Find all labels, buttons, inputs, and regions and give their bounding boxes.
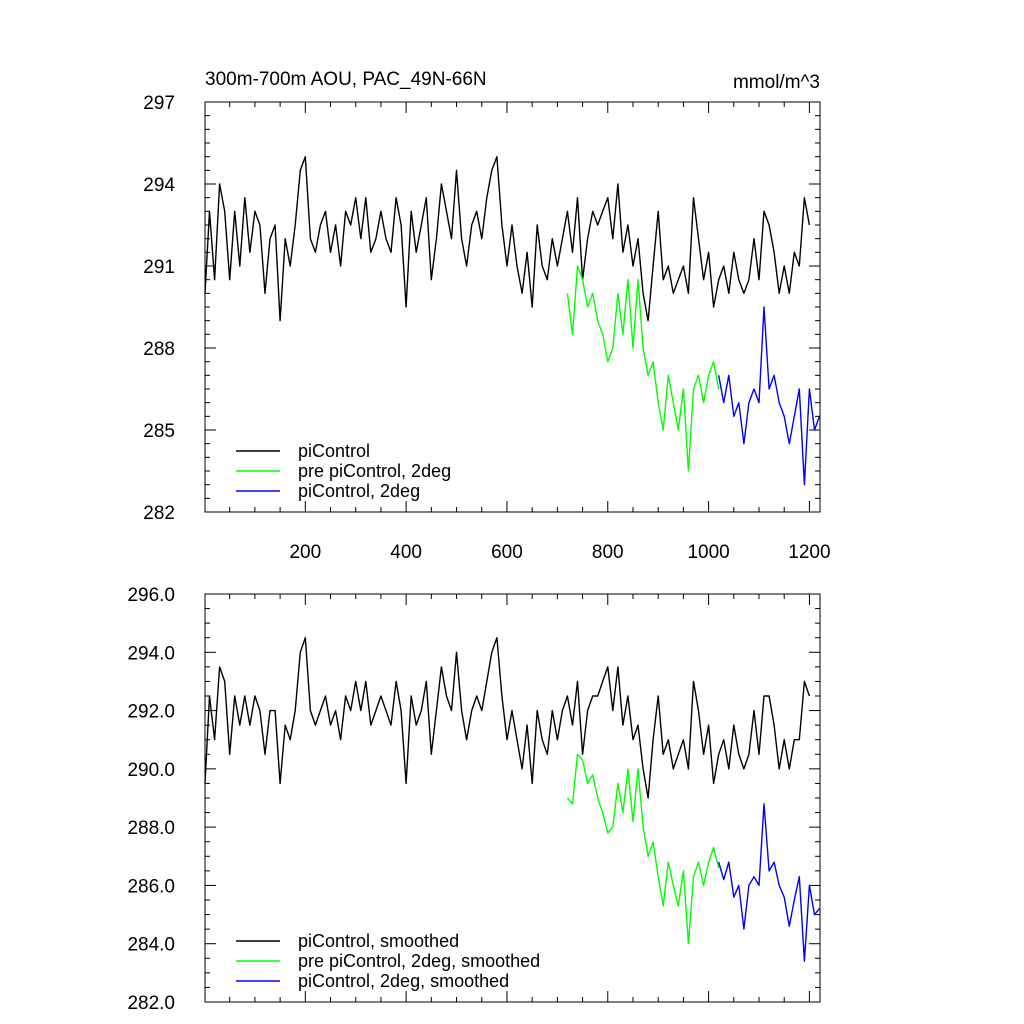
- series-line-1: [204, 155, 811, 322]
- chart-title: 300m-700m AOU, PAC_49N-66N: [205, 69, 487, 90]
- y-tick-label: 285: [143, 421, 175, 442]
- y-tick-label: 282.0: [127, 993, 175, 1014]
- y-tick-label: 288: [143, 339, 175, 360]
- x-tick-label: 1000: [687, 542, 729, 563]
- legend-label: pre piControl, 2deg, smoothed: [298, 951, 540, 971]
- legend-label: pre piControl, 2deg: [298, 461, 451, 481]
- series-line-3: [718, 803, 821, 962]
- y-tick-label: 290.0: [127, 760, 175, 781]
- y-tick-label: 297: [143, 93, 175, 114]
- y-tick-label: 284.0: [127, 935, 175, 956]
- series-line-3: [718, 306, 821, 486]
- y-tick-label: 294: [143, 175, 175, 196]
- x-tick-label: 400: [390, 542, 422, 563]
- x-tick-label: 600: [491, 542, 523, 563]
- units-label: mmol/m^3: [733, 72, 820, 93]
- y-tick-label: 286.0: [127, 876, 175, 897]
- chart-panel-2: 282.0 284.0 286.0 288.0 290.0 292.0 294.0 296.0…: [127, 585, 821, 1014]
- series-line-2: [566, 265, 720, 472]
- legend-label: piControl, smoothed: [298, 931, 459, 951]
- legend-label: piControl, 2deg: [298, 481, 420, 501]
- x-tick-label: 800: [592, 542, 624, 563]
- legend-label: piControl, 2deg, smoothed: [298, 971, 509, 991]
- series-line-1: [204, 637, 811, 799]
- x-tick-label: 200: [289, 542, 321, 563]
- series-line-2: [566, 753, 720, 945]
- chart-panel-1: 282 285 288 291 294 297 200 400 600 800 1000 1200 pi…: [143, 69, 830, 563]
- y-tick-label: 291: [143, 257, 175, 278]
- y-tick-label: 288.0: [127, 818, 175, 839]
- y-tick-label: 282: [143, 503, 175, 524]
- x-tick-label: 1200: [788, 542, 830, 563]
- y-tick-label: 294.0: [127, 643, 175, 664]
- y-tick-label: 296.0: [127, 585, 175, 606]
- y-tick-label: 292.0: [127, 702, 175, 723]
- legend-label: piControl: [298, 441, 370, 461]
